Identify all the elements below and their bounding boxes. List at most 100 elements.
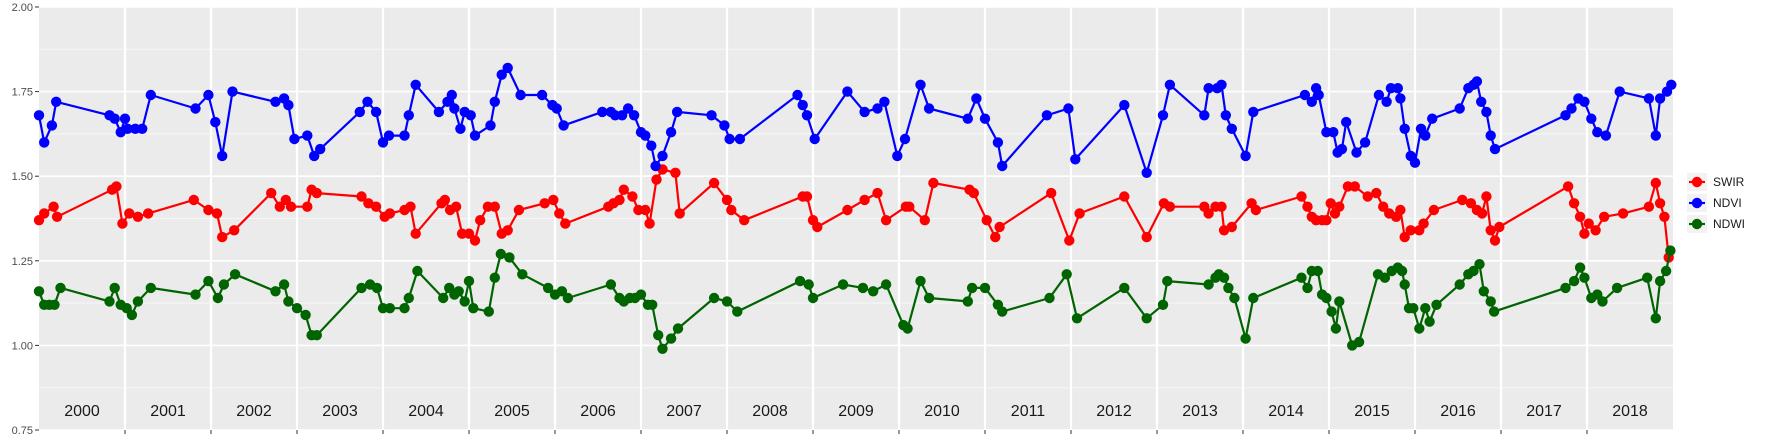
data-point-swir [274, 201, 285, 212]
data-point-ndvi [1041, 110, 1053, 121]
data-point-ndvi [370, 106, 382, 118]
data-point-swir [1418, 218, 1429, 229]
data-point-swir [1362, 191, 1373, 202]
series-ndwi [33, 245, 1676, 354]
data-point-ndwi [1379, 272, 1391, 283]
data-point-ndvi [558, 120, 569, 131]
data-point-ndwi [1408, 303, 1419, 314]
data-point-ndwi [1478, 286, 1490, 297]
data-point-ndvi [1614, 86, 1625, 97]
data-point-ndvi [1643, 93, 1655, 104]
data-point-ndvi [992, 137, 1004, 148]
data-point-ndwi [300, 309, 311, 321]
data-point-ndvi [33, 110, 45, 121]
data-point-swir [1378, 201, 1389, 212]
data-point-ndvi [122, 123, 133, 134]
data-point-ndvi [383, 130, 395, 141]
data-point-swir [1574, 211, 1586, 222]
data-point-ndvi [597, 106, 608, 118]
data-point-ndwi [412, 265, 423, 277]
data-point-swir [554, 208, 565, 219]
year-label: 2013 [1182, 403, 1218, 420]
data-point-swir [560, 218, 571, 229]
data-point-swir [188, 194, 199, 206]
data-point-swir [928, 177, 939, 189]
year-label: 2010 [924, 403, 960, 420]
y-tick-label: 1.75 [12, 87, 33, 99]
data-point-ndwi [1353, 336, 1365, 348]
data-point-swir [994, 221, 1005, 233]
data-point-swir [1371, 187, 1382, 199]
data-point-ndvi [1063, 103, 1074, 114]
data-point-ndwi [403, 292, 414, 304]
year-label: 2016 [1440, 403, 1476, 420]
data-point-ndwi [1119, 282, 1130, 294]
data-point-ndvi [1341, 116, 1352, 128]
data-point-ndvi [1240, 150, 1251, 162]
data-point-swir [708, 177, 720, 189]
data-point-ndvi [1203, 83, 1214, 94]
data-point-ndwi [468, 303, 479, 314]
data-point-ndwi [857, 282, 869, 294]
data-point-ndwi [126, 309, 138, 321]
data-point-swir [302, 201, 313, 212]
series-swir [33, 164, 1674, 263]
data-point-ndwi [495, 248, 506, 260]
data-point-ndvi [190, 103, 201, 114]
data-point-ndwi [1162, 275, 1173, 287]
year-label: 2004 [408, 403, 444, 420]
data-point-ndwi [483, 306, 494, 317]
data-point-swir [384, 208, 396, 219]
data-point-ndwi [1203, 279, 1214, 290]
data-point-ndwi [542, 282, 554, 294]
data-point-ndwi [1454, 279, 1465, 290]
data-point-ndvi [872, 103, 883, 114]
data-point-ndwi [1296, 272, 1307, 283]
data-point-swir [1476, 208, 1488, 219]
data-point-ndwi [880, 279, 892, 290]
data-point-ndvi [227, 86, 238, 97]
data-point-ndvi [302, 130, 313, 141]
data-point-ndvi [1381, 96, 1392, 108]
data-point-swir [1164, 201, 1176, 212]
data-point-ndwi [1326, 306, 1337, 317]
data-point-swir [1064, 235, 1075, 246]
data-point-swir [1590, 225, 1601, 236]
data-point-ndwi [732, 306, 743, 317]
data-point-ndvi [1489, 143, 1501, 155]
data-point-ndwi [1157, 299, 1169, 310]
data-point-ndvi [792, 89, 803, 101]
data-point-ndvi [640, 130, 651, 141]
data-point-ndwi [962, 296, 973, 307]
data-point-ndvi [1654, 93, 1666, 104]
data-point-swir [410, 228, 421, 239]
data-point-ndwi [190, 289, 201, 300]
data-point-ndwi [1223, 282, 1234, 294]
data-point-ndvi [1119, 99, 1130, 111]
data-point-ndvi [797, 99, 808, 111]
data-point-ndwi [1597, 296, 1608, 307]
data-point-ndwi [1396, 265, 1408, 277]
data-point-ndwi [1414, 323, 1425, 334]
data-point-ndvi [1299, 89, 1311, 101]
data-point-ndvi [354, 106, 365, 118]
data-point-ndwi [1654, 275, 1666, 287]
data-point-ndwi [1665, 245, 1676, 256]
data-point-ndwi [1229, 292, 1240, 304]
data-point-swir [968, 187, 979, 199]
data-point-swir [48, 201, 59, 212]
data-point-swir [859, 194, 870, 206]
data-point-swir [489, 201, 500, 212]
data-point-ndvi [551, 103, 562, 114]
data-point-ndvi [377, 137, 389, 148]
data-point-swir [1579, 228, 1590, 239]
year-label: 2007 [666, 403, 702, 420]
data-point-swir [513, 204, 525, 216]
legend-label-ndvi: NDVI [1713, 196, 1742, 210]
data-point-ndwi [55, 282, 66, 294]
data-point-ndvi [137, 123, 148, 134]
data-point-ndwi [902, 323, 913, 334]
data-point-ndwi [33, 286, 45, 297]
data-point-swir [111, 181, 122, 192]
data-point-ndwi [605, 279, 617, 290]
